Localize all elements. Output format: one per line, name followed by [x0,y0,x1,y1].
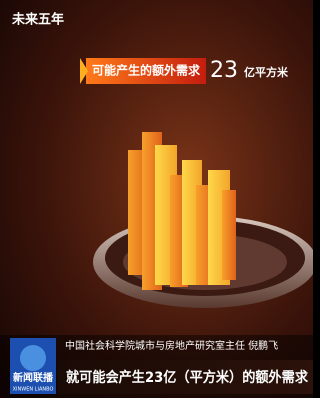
banner-label: 可能产生的额外需求 [92,63,201,78]
screen: 未来五年 可能产生的额外需求 23 亿平方米 中国社会科学院城市与房地产研究室主… [0,0,313,398]
logo: 新闻联播 XINWEN LIANBO [10,338,56,394]
subtitle: 就可能会产生23亿（平方米）的额外需求 [66,369,309,386]
banner-unit: 亿平方米 [244,65,289,79]
logo-globe [20,345,46,371]
title: 未来五年 [11,12,64,28]
banner-number: 23 [210,58,238,83]
speaker: 中国社会科学院城市与房地产研究室主任 倪鹏飞 [65,339,278,352]
logo-romanized: XINWEN LIANBO [13,387,54,393]
block [222,190,236,280]
logo-name: 新闻联播 [13,371,54,384]
